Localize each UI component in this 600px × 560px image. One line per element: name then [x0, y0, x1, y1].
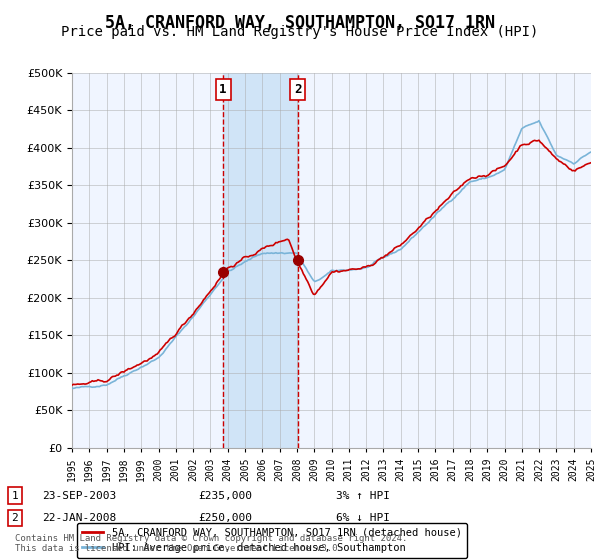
Text: 2: 2: [294, 83, 302, 96]
Text: Price paid vs. HM Land Registry's House Price Index (HPI): Price paid vs. HM Land Registry's House …: [61, 25, 539, 39]
Text: 3% ↑ HPI: 3% ↑ HPI: [336, 491, 390, 501]
Text: 2: 2: [11, 513, 19, 523]
Legend: 5A, CRANFORD WAY, SOUTHAMPTON, SO17 1RN (detached house), HPI: Average price, de: 5A, CRANFORD WAY, SOUTHAMPTON, SO17 1RN …: [77, 522, 467, 558]
Text: £235,000: £235,000: [198, 491, 252, 501]
Text: 23-SEP-2003: 23-SEP-2003: [42, 491, 116, 501]
Text: 1: 1: [11, 491, 19, 501]
Text: Contains HM Land Registry data © Crown copyright and database right 2024.
This d: Contains HM Land Registry data © Crown c…: [15, 534, 407, 553]
Text: 22-JAN-2008: 22-JAN-2008: [42, 513, 116, 523]
Text: £250,000: £250,000: [198, 513, 252, 523]
Bar: [223, 73, 298, 448]
Text: 5A, CRANFORD WAY, SOUTHAMPTON, SO17 1RN: 5A, CRANFORD WAY, SOUTHAMPTON, SO17 1RN: [105, 14, 495, 32]
Text: 1: 1: [219, 83, 227, 96]
Text: 6% ↓ HPI: 6% ↓ HPI: [336, 513, 390, 523]
